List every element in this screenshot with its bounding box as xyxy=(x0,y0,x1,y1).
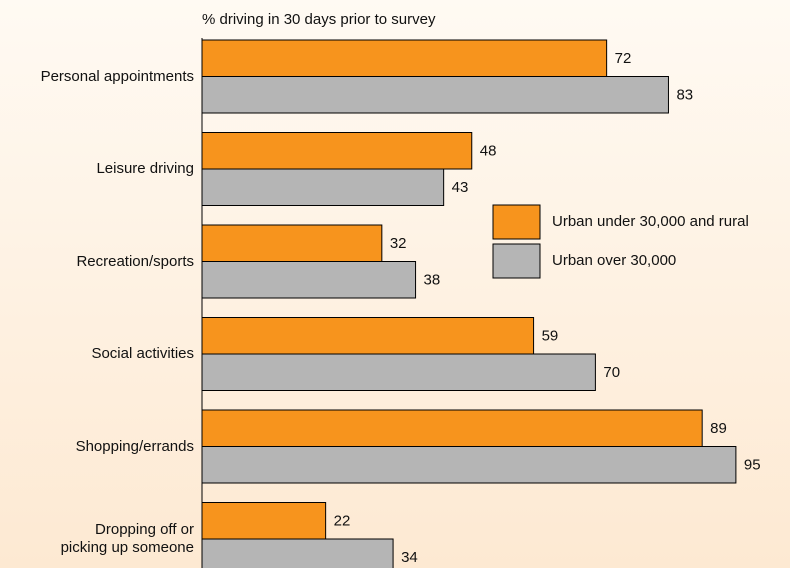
legend-label: Urban under 30,000 and rural xyxy=(552,213,749,230)
bar xyxy=(201,261,417,299)
value-label: 83 xyxy=(676,87,693,104)
bar xyxy=(201,76,669,114)
bar xyxy=(201,409,703,447)
category-label: Dropping off or picking up someone xyxy=(60,521,194,556)
category-label: Personal appointments xyxy=(40,67,194,85)
value-label: 59 xyxy=(542,328,559,345)
value-label: 70 xyxy=(603,364,620,381)
bar xyxy=(201,224,383,262)
category-label: Recreation/sports xyxy=(76,252,194,270)
category-label: Leisure driving xyxy=(96,160,194,177)
value-label: 89 xyxy=(710,420,727,437)
legend-swatch xyxy=(492,204,541,240)
legend-label: Urban over 30,000 xyxy=(552,252,676,269)
axis-label: % driving in 30 days prior to survey xyxy=(202,11,436,28)
bar xyxy=(201,353,596,391)
value-label: 48 xyxy=(480,143,497,160)
category-label: Shopping/errands xyxy=(75,437,194,455)
bar xyxy=(201,39,608,77)
bar xyxy=(201,132,473,170)
bar xyxy=(201,502,327,540)
legend-swatch xyxy=(492,243,541,279)
bar xyxy=(201,538,394,568)
value-label: 32 xyxy=(390,235,407,252)
value-label: 95 xyxy=(744,457,761,474)
bar xyxy=(201,446,737,484)
category-label: Social activities xyxy=(91,345,194,362)
value-label: 72 xyxy=(615,50,632,67)
bar xyxy=(201,168,445,206)
bar xyxy=(201,317,535,355)
value-label: 38 xyxy=(424,272,441,289)
value-label: 34 xyxy=(401,549,418,566)
value-label: 22 xyxy=(334,513,351,530)
value-label: 43 xyxy=(452,179,469,196)
